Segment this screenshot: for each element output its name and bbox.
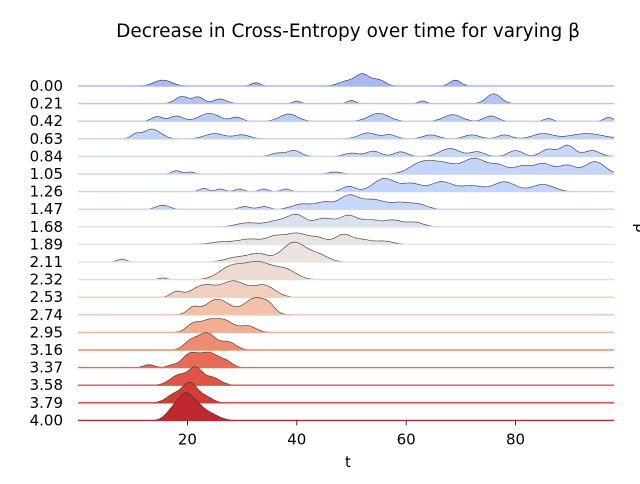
y-tick-label: 1.47 — [30, 200, 63, 218]
y-tick-label: 3.37 — [30, 359, 63, 377]
y-tick-label: 2.74 — [30, 306, 63, 324]
ridge-area — [78, 73, 614, 86]
chart-title: Decrease in Cross-Entropy over time for … — [116, 21, 580, 42]
ridge-outline — [78, 392, 614, 421]
ridge-outline — [78, 280, 614, 298]
ridge-series-2.32 — [78, 261, 614, 281]
ridge-series-3.58 — [78, 366, 614, 386]
x-tick-label: 40 — [287, 430, 306, 448]
ridge-area — [78, 113, 614, 122]
y-tick-label: 1.05 — [30, 165, 63, 183]
ridge-outline — [78, 261, 614, 280]
y-tick-label: 0.42 — [30, 112, 63, 130]
y-tick-label: 0.84 — [30, 147, 63, 165]
ridge-series-1.89 — [78, 232, 614, 246]
y-tick-label: 2.95 — [30, 323, 63, 341]
y-tick-label: 0.00 — [30, 77, 63, 95]
ridge-series-1.05 — [78, 157, 615, 175]
ridge-outline — [78, 297, 614, 316]
ridge-outline — [78, 318, 614, 333]
y-tick-label: 0.63 — [30, 130, 63, 148]
y-tick-label: 0.21 — [30, 95, 63, 113]
ridges-group — [78, 73, 615, 422]
y-tick-label: 3.79 — [30, 394, 63, 412]
ridge-area — [78, 297, 614, 315]
ridge-area — [78, 280, 614, 298]
ridge-series-0.00 — [78, 73, 614, 87]
ridge-series-0.84 — [78, 144, 615, 158]
ridge-outline — [78, 351, 614, 368]
ridge-area — [78, 332, 614, 350]
x-axis-label: t — [345, 453, 351, 471]
y-tick-label: 3.16 — [30, 341, 63, 359]
ridge-series-1.68 — [78, 213, 614, 228]
ridge-series-2.95 — [78, 318, 614, 334]
ridge-area — [78, 261, 614, 280]
ridge-series-2.53 — [78, 280, 614, 298]
x-tick-label: 20 — [178, 430, 197, 448]
ridge-area — [78, 129, 614, 139]
y-tick-label: 2.32 — [30, 271, 63, 289]
ridge-series-3.16 — [78, 332, 614, 351]
ridge-outline — [78, 332, 614, 351]
y-axis-label: β — [632, 223, 640, 233]
ridge-area — [78, 214, 614, 227]
x-tick-label: 60 — [397, 430, 416, 448]
x-axis: 20 40 60 80 — [178, 420, 525, 448]
x-tick-label: 80 — [506, 430, 525, 448]
ridge-series-2.11 — [78, 241, 614, 263]
y-tick-label: 1.68 — [30, 218, 63, 236]
y-tick-label: 2.53 — [30, 288, 63, 306]
ridge-series-3.37 — [78, 351, 614, 369]
ridge-series-1.47 — [78, 194, 614, 210]
ridge-outline — [78, 93, 614, 104]
y-tick-label: 1.89 — [30, 235, 63, 253]
ridge-area — [78, 366, 614, 386]
ridge-series-4.00 — [78, 392, 614, 422]
ridge-area — [78, 145, 614, 157]
ridge-series-0.63 — [78, 128, 615, 140]
ridge-area — [78, 232, 614, 245]
ridge-area — [78, 352, 614, 368]
ridge-area — [78, 178, 614, 192]
ridge-area — [78, 242, 614, 262]
ridge-outline — [78, 241, 614, 263]
ridge-series-0.21 — [78, 93, 614, 105]
y-tick-label: 4.00 — [30, 411, 63, 429]
ridge-area — [78, 158, 614, 174]
y-tick-label: 2.11 — [30, 253, 63, 271]
y-tick-labels: 0.000.210.420.630.841.051.261.471.681.89… — [30, 77, 63, 429]
ridge-area — [78, 194, 614, 210]
ridge-area — [78, 392, 614, 421]
ridge-area — [78, 93, 614, 104]
ridge-series-0.42 — [78, 113, 615, 122]
ridge-area — [78, 318, 614, 333]
ridge-series-2.74 — [78, 297, 614, 316]
y-tick-label: 1.26 — [30, 183, 63, 201]
y-tick-label: 3.58 — [30, 376, 63, 394]
ridge-series-1.26 — [78, 178, 614, 193]
ridge-outline — [78, 366, 614, 386]
